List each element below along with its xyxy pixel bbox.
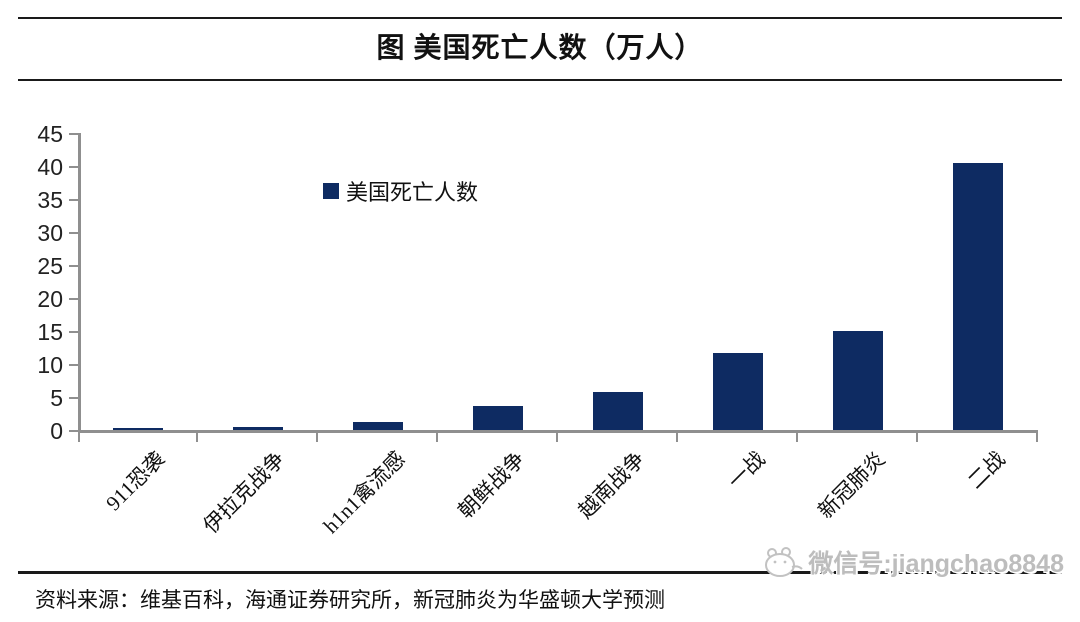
x-axis-line bbox=[78, 430, 1038, 433]
y-axis-tick bbox=[69, 232, 78, 234]
y-axis-tick bbox=[69, 364, 78, 366]
x-axis-tick bbox=[796, 433, 798, 442]
y-axis-tick-label: 25 bbox=[37, 253, 63, 279]
x-axis-tick bbox=[316, 433, 318, 442]
x-axis-tick bbox=[676, 433, 678, 442]
y-axis-tick bbox=[69, 298, 78, 300]
y-axis-tick-label: 45 bbox=[37, 121, 63, 147]
y-axis-tick bbox=[69, 199, 78, 201]
title-divider bbox=[18, 79, 1062, 81]
x-axis-label: 二战 bbox=[963, 446, 1010, 494]
x-axis-tick bbox=[196, 433, 198, 442]
y-axis-tick-label: 15 bbox=[37, 319, 63, 345]
source-note: 资料来源：维基百科，海通证券研究所，新冠肺炎为华盛顿大学预测 bbox=[35, 588, 665, 612]
y-axis-tick bbox=[69, 331, 78, 333]
bar-2 bbox=[233, 427, 283, 430]
top-divider bbox=[18, 17, 1062, 19]
y-axis-tick bbox=[69, 133, 78, 135]
y-axis-tick-label: 5 bbox=[50, 385, 63, 411]
chart-title: 图 美国死亡人数（万人） bbox=[376, 33, 704, 64]
y-axis-tick-label: 30 bbox=[37, 220, 63, 246]
legend-swatch-icon bbox=[323, 183, 339, 199]
y-axis-tick bbox=[69, 166, 78, 168]
x-axis-label: 一战 bbox=[723, 446, 770, 494]
y-axis-tick-label: 20 bbox=[37, 286, 63, 312]
bar-4 bbox=[473, 406, 523, 430]
bottom-divider bbox=[18, 571, 1062, 574]
x-axis-tick bbox=[916, 433, 918, 442]
bar-3 bbox=[353, 422, 403, 430]
y-axis-line bbox=[78, 133, 81, 433]
chart-legend: 美国死亡人数 bbox=[323, 175, 478, 207]
x-axis-label: h1n1禽流感 bbox=[318, 446, 410, 539]
bar-5 bbox=[593, 392, 643, 430]
legend-label: 美国死亡人数 bbox=[346, 180, 479, 205]
y-axis-tick bbox=[69, 265, 78, 267]
x-axis-label: 朝鲜战争 bbox=[453, 446, 530, 524]
y-axis-tick-label: 0 bbox=[50, 418, 63, 444]
y-axis-tick-label: 35 bbox=[37, 187, 63, 213]
y-axis-tick bbox=[69, 397, 78, 399]
y-axis-tick bbox=[69, 430, 78, 432]
x-axis-tick bbox=[78, 433, 80, 442]
y-axis-tick-label: 10 bbox=[37, 352, 63, 378]
bar-8 bbox=[953, 163, 1003, 430]
wechat-face-icon bbox=[765, 547, 804, 577]
bar-1 bbox=[113, 428, 163, 430]
x-axis-label: 新冠肺炎 bbox=[813, 446, 890, 524]
x-axis-tick bbox=[556, 433, 558, 442]
x-axis-label: 伊拉克战争 bbox=[198, 446, 290, 539]
bar-6 bbox=[713, 353, 763, 430]
watermark-text: 微信号:jiangchao8848 bbox=[808, 550, 1064, 578]
y-axis-tick-label: 40 bbox=[37, 154, 63, 180]
x-axis-label: 911恐袭 bbox=[101, 446, 170, 516]
bar-7 bbox=[833, 331, 883, 430]
x-axis-label: 越南战争 bbox=[573, 446, 650, 524]
x-axis-tick bbox=[436, 433, 438, 442]
wechat-watermark: 微信号:jiangchao8848 bbox=[762, 544, 1064, 580]
x-axis-tick bbox=[1036, 433, 1038, 442]
